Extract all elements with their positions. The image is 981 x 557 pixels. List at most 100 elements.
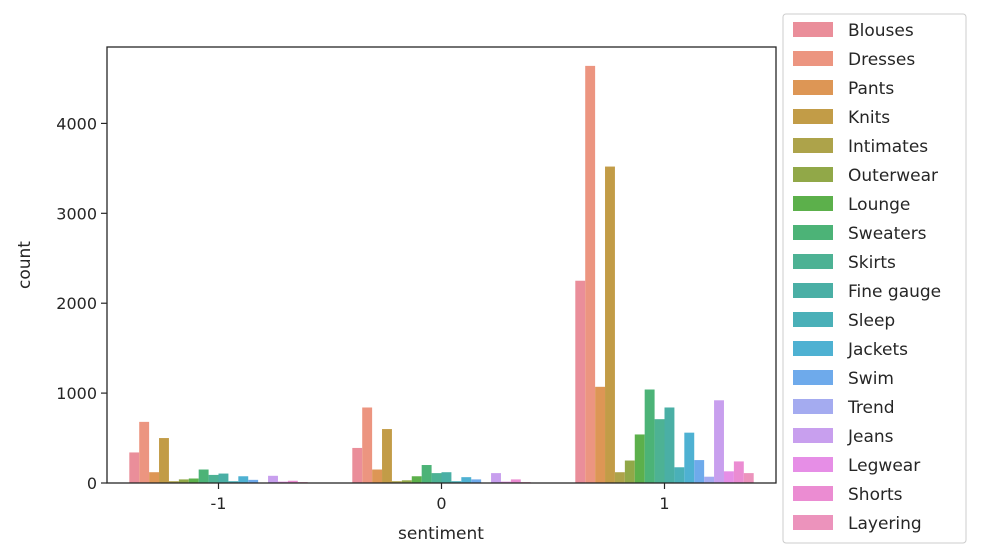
legend-label: Sweaters	[848, 224, 927, 244]
bar-legwear-0	[500, 481, 511, 483]
bar-outerwear--1	[178, 479, 189, 483]
y-tick-label: 0	[87, 474, 97, 493]
bar-sleep-0	[451, 481, 462, 483]
legend-swatch	[793, 370, 833, 385]
bar-sleep-1	[674, 467, 685, 483]
bar-fine-gauge-0	[441, 472, 452, 483]
x-axis-ticks: -1 0 1	[211, 483, 670, 513]
y-tick-label: 2000	[56, 294, 97, 313]
legend-swatch	[793, 196, 833, 211]
legend-label: Skirts	[848, 253, 896, 273]
legend-label: Intimates	[848, 137, 928, 157]
legend-label: Outerwear	[848, 166, 938, 186]
legend-label: Jackets	[847, 340, 908, 360]
bar-sleep--1	[228, 481, 239, 483]
bar-pants-1	[595, 386, 606, 483]
legend-label: Jeans	[847, 427, 894, 447]
legend-swatch	[793, 80, 833, 95]
legend-swatch	[793, 225, 833, 240]
bar-swim-1	[694, 460, 705, 483]
legend-label: Knits	[848, 108, 890, 128]
legend-swatch	[793, 22, 833, 37]
x-tick-label: 1	[659, 494, 669, 513]
bar-shorts-1	[733, 461, 744, 483]
bar-dresses-0	[362, 407, 373, 483]
bar-lounge-1	[634, 434, 645, 483]
bar-legwear--1	[277, 481, 288, 483]
bar-skirts--1	[208, 474, 219, 483]
bar-pants--1	[149, 472, 160, 483]
bar-blouses-0	[352, 447, 363, 483]
legend-swatch	[793, 312, 833, 327]
legend-label: Dresses	[848, 50, 915, 70]
bar-intimates-1	[614, 472, 625, 483]
legend-label: Legwear	[848, 456, 920, 476]
legend-label: Trend	[847, 398, 895, 418]
bar-outerwear-0	[401, 480, 412, 483]
bar-swim--1	[248, 479, 259, 483]
legend-swatch	[793, 341, 833, 356]
bar-intimates-0	[391, 481, 402, 483]
bar-lounge--1	[188, 478, 199, 483]
bar-dresses-1	[585, 65, 596, 483]
bar-blouses--1	[129, 452, 140, 483]
bar-knits-1	[605, 166, 615, 483]
bar-jackets-1	[684, 432, 695, 483]
bar-sweaters--1	[198, 469, 209, 483]
bar-jeans--1	[268, 475, 278, 483]
legend-swatch	[793, 283, 833, 298]
y-axis-label: count	[15, 241, 35, 289]
bar-sweaters-0	[421, 465, 432, 483]
legend-swatch	[793, 167, 833, 182]
bar-knits-0	[382, 429, 392, 483]
legend-label: Lounge	[848, 195, 910, 215]
y-axis-ticks: 0 1000 2000 3000 4000	[56, 114, 107, 493]
y-tick-label: 4000	[56, 114, 97, 133]
bar-dresses--1	[139, 421, 150, 483]
x-axis-label: sentiment	[398, 524, 484, 544]
bar-pants-0	[372, 469, 383, 483]
legend-label: Pants	[848, 79, 894, 99]
bar-blouses-1	[575, 280, 586, 483]
legend-label: Swim	[848, 369, 894, 389]
legend-swatch	[793, 138, 833, 153]
legend-label: Sleep	[848, 311, 895, 331]
bar-knits--1	[159, 438, 169, 483]
bars-group	[129, 65, 754, 483]
legend-swatch	[793, 515, 833, 530]
bar-jeans-0	[491, 473, 501, 483]
legend-label: Layering	[848, 514, 922, 534]
legend-swatch	[793, 109, 833, 124]
bar-jackets--1	[238, 476, 249, 483]
plot-frame	[106, 46, 777, 484]
bar-intimates--1	[168, 481, 179, 483]
bar-outerwear-1	[624, 460, 635, 483]
legend-swatch	[793, 51, 833, 66]
bar-lounge-0	[411, 476, 422, 483]
x-tick-label: 0	[436, 494, 446, 513]
legend-label: Shorts	[848, 485, 903, 505]
bar-legwear-1	[723, 471, 734, 483]
legend-swatch	[793, 399, 833, 414]
bar-fine-gauge--1	[218, 473, 229, 483]
y-tick-label: 1000	[56, 384, 97, 403]
legend-label: Fine gauge	[848, 282, 941, 302]
bar-shorts-0	[510, 479, 521, 483]
legend-swatch	[793, 486, 833, 501]
bar-layering-1	[743, 473, 754, 483]
bar-sweaters-1	[644, 389, 655, 483]
legend-swatch	[793, 254, 833, 269]
bar-trend-1	[704, 476, 715, 483]
bar-fine-gauge-1	[664, 407, 675, 483]
legend: Blouses Dresses Pants Knits Intimates Outerwe…	[782, 13, 967, 544]
legend-label: Blouses	[848, 21, 914, 41]
bar-swim-0	[471, 479, 482, 483]
x-tick-label: -1	[211, 494, 227, 513]
bar-skirts-0	[431, 473, 442, 483]
bar-shorts--1	[287, 480, 298, 483]
legend-swatch	[793, 428, 833, 443]
legend-swatch	[793, 457, 833, 472]
bar-jeans-1	[714, 400, 724, 483]
bar-skirts-1	[654, 419, 665, 483]
